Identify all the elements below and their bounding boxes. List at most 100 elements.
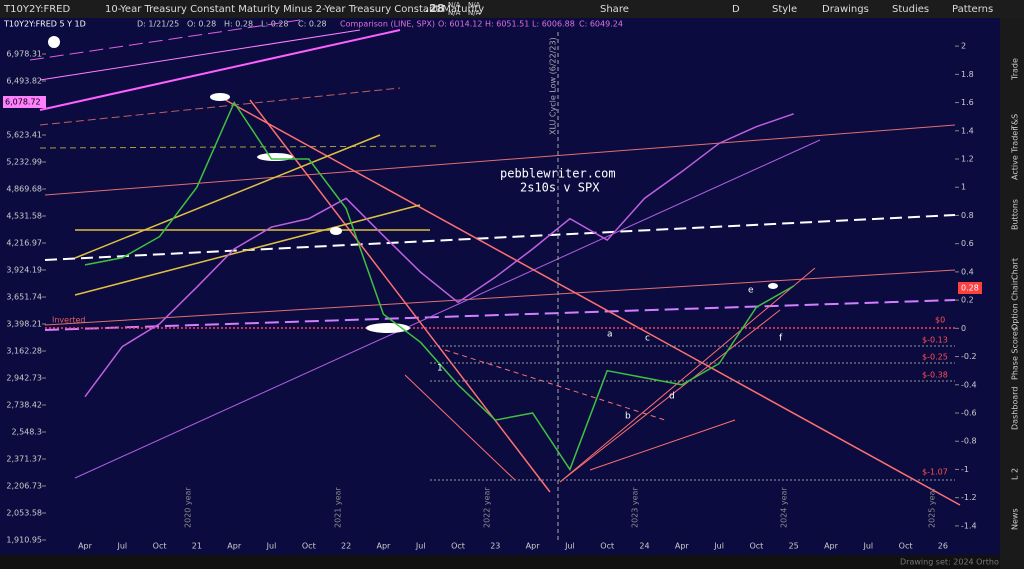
button[interactable]: Patterns — [952, 4, 993, 15]
button[interactable]: Style — [772, 4, 797, 15]
level-label: $-0.25 — [922, 353, 948, 362]
marker — [366, 323, 410, 333]
marker — [330, 227, 342, 235]
x-tick-label: Oct — [153, 542, 167, 551]
ohlc: O: 6014.12 — [438, 20, 482, 29]
description: 10-Year Treasury Constant Maturity Minus… — [105, 4, 484, 15]
y-tick-label: 6,493.82 — [6, 77, 42, 86]
status: Drawing set: 2024 Ortho — [900, 558, 999, 567]
sidebar-tab[interactable]: L 2 — [1011, 468, 1020, 480]
wave-label: d — [669, 392, 675, 402]
x-tick-label: 26 — [938, 542, 948, 551]
wave-label: a — [607, 330, 613, 340]
button[interactable]: Drawings — [822, 4, 869, 15]
series-line — [84, 100, 795, 472]
sidebar-tab[interactable]: Option Chain — [1011, 278, 1020, 330]
status-bar — [0, 555, 1000, 569]
x-tick-label: Oct — [600, 542, 614, 551]
y-tick-label: 4,531.58 — [6, 212, 42, 221]
trendline — [559, 309, 781, 483]
sidebar-tab[interactable]: Chart — [1011, 258, 1020, 280]
ohlc: H: 6051.51 — [485, 20, 529, 29]
year-label: 2024 year — [780, 487, 789, 528]
level-label: $-0.13 — [922, 336, 948, 345]
trendline — [44, 299, 956, 331]
y2-tick-label: -0.8 — [961, 437, 977, 446]
sidebar-tab[interactable]: Trade — [1011, 58, 1020, 81]
button[interactable]: D — [732, 4, 740, 15]
x-tick-label: 23 — [490, 542, 500, 551]
series-line — [84, 113, 794, 398]
y2-tick-label: 0 — [961, 324, 966, 333]
trendline — [44, 269, 956, 326]
y-tick-label: 2,548.3 — [11, 428, 42, 437]
sidebar-tab[interactable]: T&S — [1011, 114, 1020, 131]
sidebar-tab[interactable]: News — [1011, 508, 1020, 530]
info-icon[interactable] — [48, 36, 60, 48]
sidebar-tab[interactable]: Active Trader — [1011, 127, 1020, 180]
x-tick-label: 22 — [341, 542, 351, 551]
trendline — [444, 349, 666, 421]
x-tick-label: Jul — [415, 542, 426, 551]
x-tick-label: Jul — [713, 542, 724, 551]
trendline — [559, 267, 816, 483]
trendline — [39, 29, 401, 111]
price-tag — [958, 282, 982, 294]
y-tick-label: 3,651.74 — [6, 293, 42, 302]
y-tick-label: 2,206.73 — [6, 482, 42, 491]
x-tick-label: Apr — [824, 542, 839, 551]
x-tick-label: Oct — [899, 542, 913, 551]
y-tick-label: 2,942.73 — [6, 374, 42, 383]
button[interactable]: Share — [600, 4, 629, 15]
x-tick-label: 24 — [639, 542, 649, 551]
quote: N/A — [448, 1, 461, 9]
x-tick-label: Apr — [675, 542, 690, 551]
wave-label: 1 — [437, 364, 443, 374]
year-label: 2023 year — [631, 487, 640, 528]
sidebar-tab[interactable]: Phase Scores — [1011, 327, 1020, 380]
quote: N/A — [448, 9, 461, 17]
y2-tick-label: 0.8 — [961, 211, 974, 220]
toolbar-bg — [0, 0, 1024, 18]
level-label: $0 — [935, 316, 945, 325]
y-tick-label: 6,978.31 — [6, 50, 42, 59]
x-tick-label: Jul — [266, 542, 277, 551]
wave-label: e — [748, 286, 754, 296]
x-tick-label: Oct — [451, 542, 465, 551]
y-tick-label: 4,869.68 — [6, 185, 42, 194]
trendline — [74, 134, 381, 259]
trendline — [249, 99, 551, 493]
x-tick-label: Jul — [564, 542, 575, 551]
ohlc: C: 0.28 — [298, 20, 327, 29]
trendline — [589, 419, 736, 471]
button[interactable]: Studies — [892, 4, 929, 15]
y-tick-label: 4,216.97 — [6, 239, 42, 248]
y2-tick-label: 1.6 — [961, 98, 974, 107]
sidebar-tab[interactable]: Dashboard — [1011, 387, 1020, 430]
last: .28 — [425, 2, 445, 15]
sidebar-tab[interactable]: Buttons — [1011, 199, 1020, 230]
wave-label: b — [625, 412, 631, 422]
x-tick-label: Apr — [227, 542, 242, 551]
ohlc: L: 6006.88 — [532, 20, 575, 29]
y-tick-label: 5,623.41 — [6, 131, 42, 140]
wave-label: f — [779, 334, 783, 344]
y-tick-label: 3,398.21 — [6, 320, 42, 329]
sidebar-bg — [1000, 18, 1024, 569]
comparison: Comparison (LINE, SPX) — [340, 20, 435, 29]
trendline — [404, 374, 516, 481]
y2-tick-label: -1 — [961, 465, 969, 474]
symbol[interactable]: T10Y2Y:FRED — [3, 4, 70, 15]
ohlc: C: 6049.24 — [579, 20, 623, 29]
y2-tick-label: 1.4 — [961, 126, 974, 135]
wave-label: c — [645, 334, 650, 344]
y2-tick-label: 0.6 — [961, 239, 974, 248]
x-tick-label: Apr — [376, 542, 391, 551]
marker — [210, 93, 230, 101]
y-tick-label: 2,738.42 — [6, 401, 42, 410]
y2-tick-label: 0.4 — [961, 267, 974, 276]
level-label: $-1.07 — [922, 468, 948, 477]
price-tag-label: 0.28 — [961, 284, 979, 293]
y2-tick-label: -0.2 — [961, 352, 977, 361]
trendline — [44, 124, 956, 196]
